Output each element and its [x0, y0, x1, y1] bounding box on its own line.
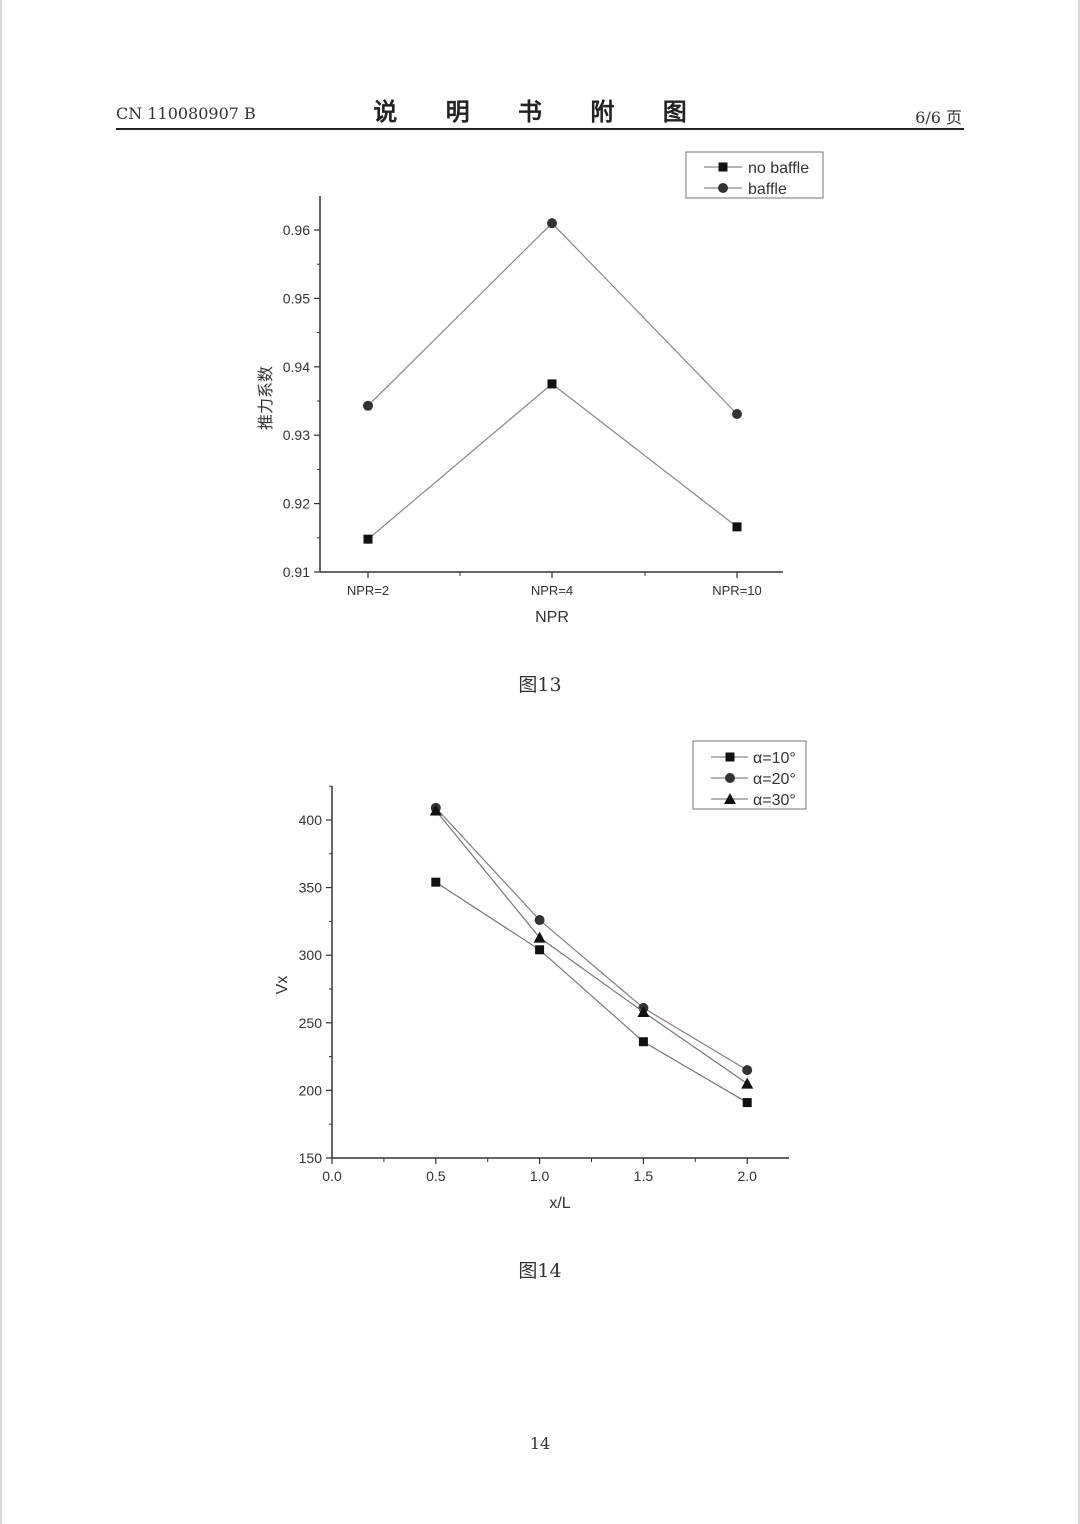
data-point-circle-marker [732, 408, 742, 419]
legend-triangle-marker [724, 793, 736, 804]
legend [685, 151, 824, 199]
data-point-square-marker [431, 877, 441, 887]
y-tick-label: 150 [299, 1150, 323, 1166]
legend-label: α=20° [753, 771, 796, 788]
y-axis-label: 推力系数 [256, 366, 275, 430]
x-tick-label: 0.0 [322, 1168, 342, 1184]
data-point-square-marker [535, 945, 545, 955]
legend-label: no baffle [748, 160, 809, 177]
patent-number: CN 110080907 B [116, 104, 256, 123]
y-tick-label: 400 [299, 812, 323, 828]
figure-14-caption: 图14 [518, 1260, 562, 1282]
x-axis-label: NPR [535, 609, 569, 626]
y-tick-label: 300 [299, 947, 323, 963]
data-point-square-marker [732, 522, 742, 532]
figure-13-chart: 0.91 0.92 0.93 0.94 0.95 0.96 NPR=2 NPR=4 NPR=10… [256, 151, 824, 626]
page-edge-left [0, 0, 2, 1524]
y-tick-label: 0.96 [283, 222, 310, 238]
y-tick-label: 0.95 [283, 290, 310, 306]
series-line [435, 810, 748, 1085]
series-line [435, 807, 748, 1071]
series-line [435, 881, 748, 1104]
legend-label: α=30° [753, 792, 796, 809]
x-tick-label: NPR=2 [347, 583, 389, 598]
data-point-circle-marker [547, 218, 557, 229]
data-point-square-marker [742, 1098, 752, 1108]
page-title: 说 明 书 附 图 [373, 98, 707, 126]
x-tick-label: NPR=4 [531, 583, 573, 598]
legend-circle-marker [718, 183, 728, 193]
y-tick-label: 0.91 [283, 564, 310, 580]
x-tick-label: 2.0 [737, 1168, 757, 1184]
legend-circle-marker [725, 773, 735, 783]
page-label: 6/6 页 [915, 108, 962, 127]
x-tick-label: 0.5 [426, 1168, 446, 1184]
legend-square-marker [725, 752, 735, 762]
data-point-triangle-marker [741, 1077, 754, 1089]
data-point-square-marker [547, 379, 557, 389]
x-tick-label: 1.5 [634, 1168, 654, 1184]
y-tick-label: 0.94 [283, 359, 310, 375]
x-tick-label: 1.0 [530, 1168, 550, 1184]
figure-14-chart: 150 200 250 300 350 400 0.0 0.5 1.0 1.5 2.0 x/L Vx α=… [274, 740, 807, 1212]
legend-square-marker [718, 162, 728, 172]
page-edge-right [1078, 0, 1080, 1524]
data-point-circle-marker [742, 1065, 753, 1076]
legend-label: baffle [748, 181, 787, 198]
data-point-square-marker [638, 1037, 648, 1047]
data-point-circle-marker [363, 400, 373, 411]
data-point-triangle-marker [637, 1005, 650, 1017]
data-point-triangle-marker [429, 804, 442, 816]
header-rule [116, 128, 964, 130]
y-tick-label: 0.93 [283, 427, 310, 443]
data-point-circle-marker [534, 915, 545, 926]
data-point-square-marker [363, 534, 373, 544]
y-tick-label: 250 [299, 1015, 323, 1031]
x-axis-label: x/L [549, 1195, 570, 1212]
y-tick-label: 0.92 [283, 496, 310, 512]
data-point-triangle-marker [533, 931, 546, 943]
figure-13-caption: 图13 [518, 674, 562, 696]
y-tick-label: 350 [299, 880, 323, 896]
legend-label: α=10° [753, 750, 796, 767]
y-tick-label: 200 [299, 1082, 323, 1098]
y-axis-label: Vx [274, 976, 291, 995]
legend [692, 740, 807, 810]
x-tick-label: NPR=10 [712, 583, 762, 598]
page-number: 14 [529, 1434, 551, 1453]
